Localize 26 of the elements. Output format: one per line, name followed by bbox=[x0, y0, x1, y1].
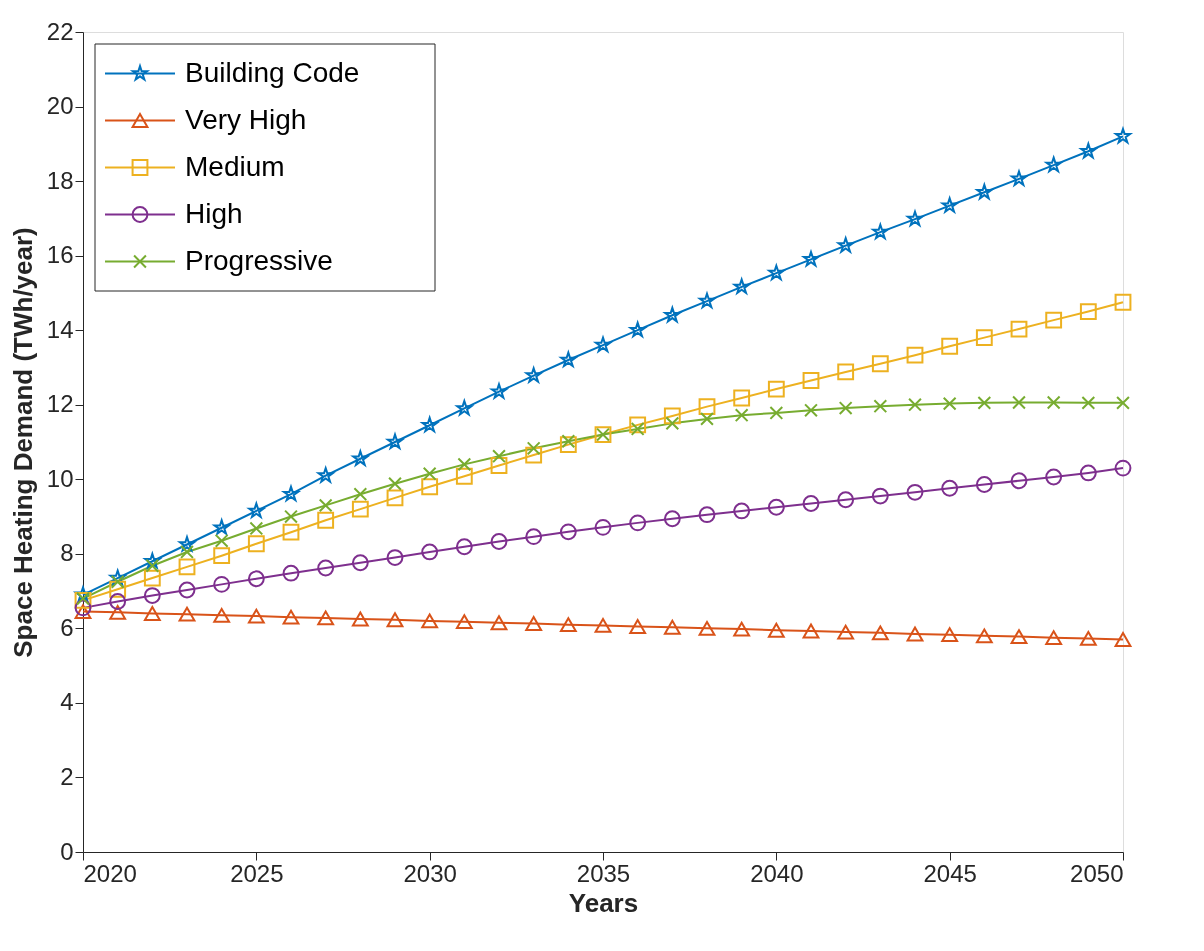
x-tick-label: 2025 bbox=[230, 859, 284, 887]
x-tick-label: 2020 bbox=[83, 859, 137, 887]
y-tick-label: 4 bbox=[60, 688, 74, 716]
y-axis-title: Space Heating Demand (TWh/year) bbox=[7, 227, 38, 658]
y-tick-label: 10 bbox=[46, 464, 74, 492]
x-tick-label: 2050 bbox=[1070, 859, 1124, 887]
y-tick-label: 6 bbox=[60, 613, 74, 641]
legend-label: Building Code bbox=[185, 56, 360, 88]
y-tick-label: 12 bbox=[46, 390, 74, 418]
y-tick-label: 22 bbox=[46, 17, 74, 45]
x-axis-title: Years bbox=[568, 887, 639, 918]
legend-label: Medium bbox=[185, 150, 285, 182]
y-tick-label: 0 bbox=[60, 837, 74, 865]
x-tick-label: 2045 bbox=[923, 859, 977, 887]
legend-label: Progressive bbox=[185, 244, 333, 276]
y-tick-label: 8 bbox=[60, 539, 74, 567]
x-tick-label: 2030 bbox=[403, 859, 457, 887]
y-tick-label: 20 bbox=[46, 92, 74, 120]
x-tick-label: 2040 bbox=[750, 859, 804, 887]
legend-label: Very High bbox=[185, 103, 307, 135]
y-tick-label: 14 bbox=[46, 315, 74, 343]
y-tick-label: 16 bbox=[46, 241, 74, 269]
y-tick-label: 2 bbox=[60, 762, 74, 790]
legend-label: High bbox=[185, 197, 243, 229]
x-tick-label: 2035 bbox=[576, 859, 631, 887]
y-tick-label: 18 bbox=[46, 166, 74, 194]
